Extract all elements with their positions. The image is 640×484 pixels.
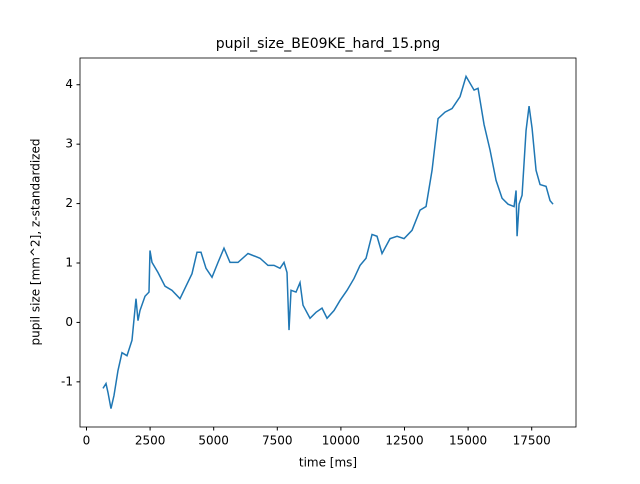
y-tick-label: 4	[65, 77, 73, 91]
y-tick-label: 0	[65, 315, 73, 329]
y-axis-label: pupil size [mm^2], z-standardized	[29, 139, 43, 346]
x-tick-label: 5000	[198, 434, 229, 448]
x-tick-label: 10000	[322, 434, 360, 448]
plot-frame	[79, 57, 577, 428]
x-tick-label: 7500	[262, 434, 293, 448]
y-tick-label: 3	[65, 137, 73, 151]
x-tick-label: 15000	[449, 434, 487, 448]
x-axis-label: time [ms]	[299, 456, 357, 470]
x-tick-label: 12500	[385, 434, 423, 448]
chart-title: pupil_size_BE09KE_hard_15.png	[216, 36, 441, 52]
y-tick-label: -1	[61, 374, 73, 388]
data-line	[102, 74, 554, 409]
x-tick-label: 2500	[135, 434, 166, 448]
x-tick-label: 17500	[513, 434, 551, 448]
y-tick-label: 2	[65, 196, 73, 210]
x-tick-label: 0	[83, 434, 91, 448]
y-tick-label: 1	[65, 256, 73, 270]
